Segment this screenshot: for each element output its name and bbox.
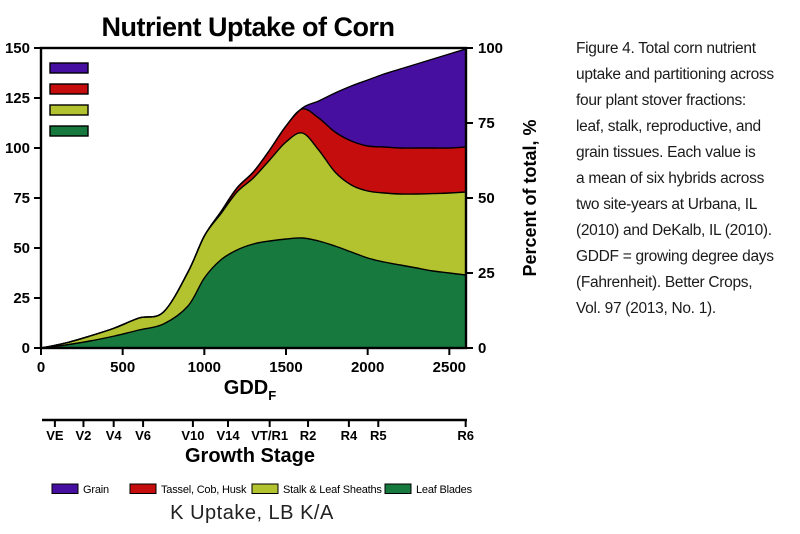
x-tick-label: 2500 xyxy=(433,359,466,376)
legend-label: Grain xyxy=(83,484,109,496)
y-right-tick-label: 50 xyxy=(478,190,495,207)
x-axis-title: GDDF xyxy=(224,377,276,403)
y-left-tick-label: 125 xyxy=(5,90,30,107)
stage-label: VE xyxy=(46,428,64,443)
y-right-tick-label: 100 xyxy=(478,40,503,57)
stage-label: V10 xyxy=(181,428,204,443)
stage-label: R2 xyxy=(300,428,317,443)
y-axis-right-title: Percent of total, % xyxy=(520,119,540,276)
y-left-tick-label: 150 xyxy=(5,40,30,57)
y-left-tick-label: 50 xyxy=(13,240,30,257)
stage-label: V2 xyxy=(76,428,92,443)
y-right-tick-label: 75 xyxy=(478,115,495,132)
x-tick-label: 1500 xyxy=(269,359,302,376)
figure-caption: Figure 4. Total corn nutrient uptake and… xyxy=(576,40,774,317)
y-right-tick-label: 0 xyxy=(478,340,486,357)
x-tick-label: 500 xyxy=(110,359,135,376)
legend-label: Tassel, Cob, Husk xyxy=(161,484,247,496)
x-tick-label: 1000 xyxy=(188,359,221,376)
boundary-0 xyxy=(41,237,466,348)
x-tick-label: 2000 xyxy=(351,359,384,376)
area-3 xyxy=(41,49,466,348)
y-left-tick-label: 100 xyxy=(5,140,30,157)
stage-label: V4 xyxy=(106,428,123,443)
y-left-tick-label: 0 xyxy=(22,340,30,357)
boundary-3 xyxy=(41,48,466,348)
y-left-tick-label: 75 xyxy=(13,190,30,207)
stage-label: VT/R1 xyxy=(251,428,288,443)
nutrient-uptake-chart: Nutrient Uptake of Corn 0 25 50 75 100 125 150… xyxy=(5,12,540,524)
legend-label: Stalk & Leaf Sheaths xyxy=(283,484,382,496)
x-tick-label: 0 xyxy=(37,359,45,376)
area-0 xyxy=(41,237,466,348)
area-1 xyxy=(41,132,466,348)
stacked-areas xyxy=(41,48,466,348)
inner-legend-swatch xyxy=(49,125,89,137)
legend-swatch xyxy=(129,483,157,494)
y-right-tick-label: 25 xyxy=(478,265,495,282)
chart-title: Nutrient Uptake of Corn xyxy=(101,12,394,42)
inner-legend xyxy=(49,62,89,137)
legend-swatch xyxy=(384,483,412,494)
bottom-units-label: K Uptake, LB K/A xyxy=(170,502,334,524)
growth-stage-axis-title: Growth Stage xyxy=(185,445,315,467)
inner-legend-swatch xyxy=(49,83,89,95)
chart-legend: Grain Tassel, Cob, Husk Stalk & Leaf Sheat… xyxy=(51,483,473,496)
stage-label: V14 xyxy=(216,428,240,443)
inner-legend-swatch xyxy=(49,104,89,116)
y-left-tick-label: 25 xyxy=(13,290,30,307)
legend-swatch xyxy=(251,483,279,494)
area-2 xyxy=(41,108,466,348)
stage-label: R6 xyxy=(457,428,474,443)
stage-label: R4 xyxy=(341,428,358,443)
legend-label: Leaf Blades xyxy=(416,484,473,496)
legend-swatch xyxy=(51,483,79,494)
inner-legend-swatch xyxy=(49,62,89,74)
stage-label: R5 xyxy=(370,428,387,443)
growth-stage-axis: VE V2 V4 V6 V10 V14 VT/R1 R2 R4 R5 R6 xyxy=(42,418,474,443)
stage-label: V6 xyxy=(135,428,151,443)
